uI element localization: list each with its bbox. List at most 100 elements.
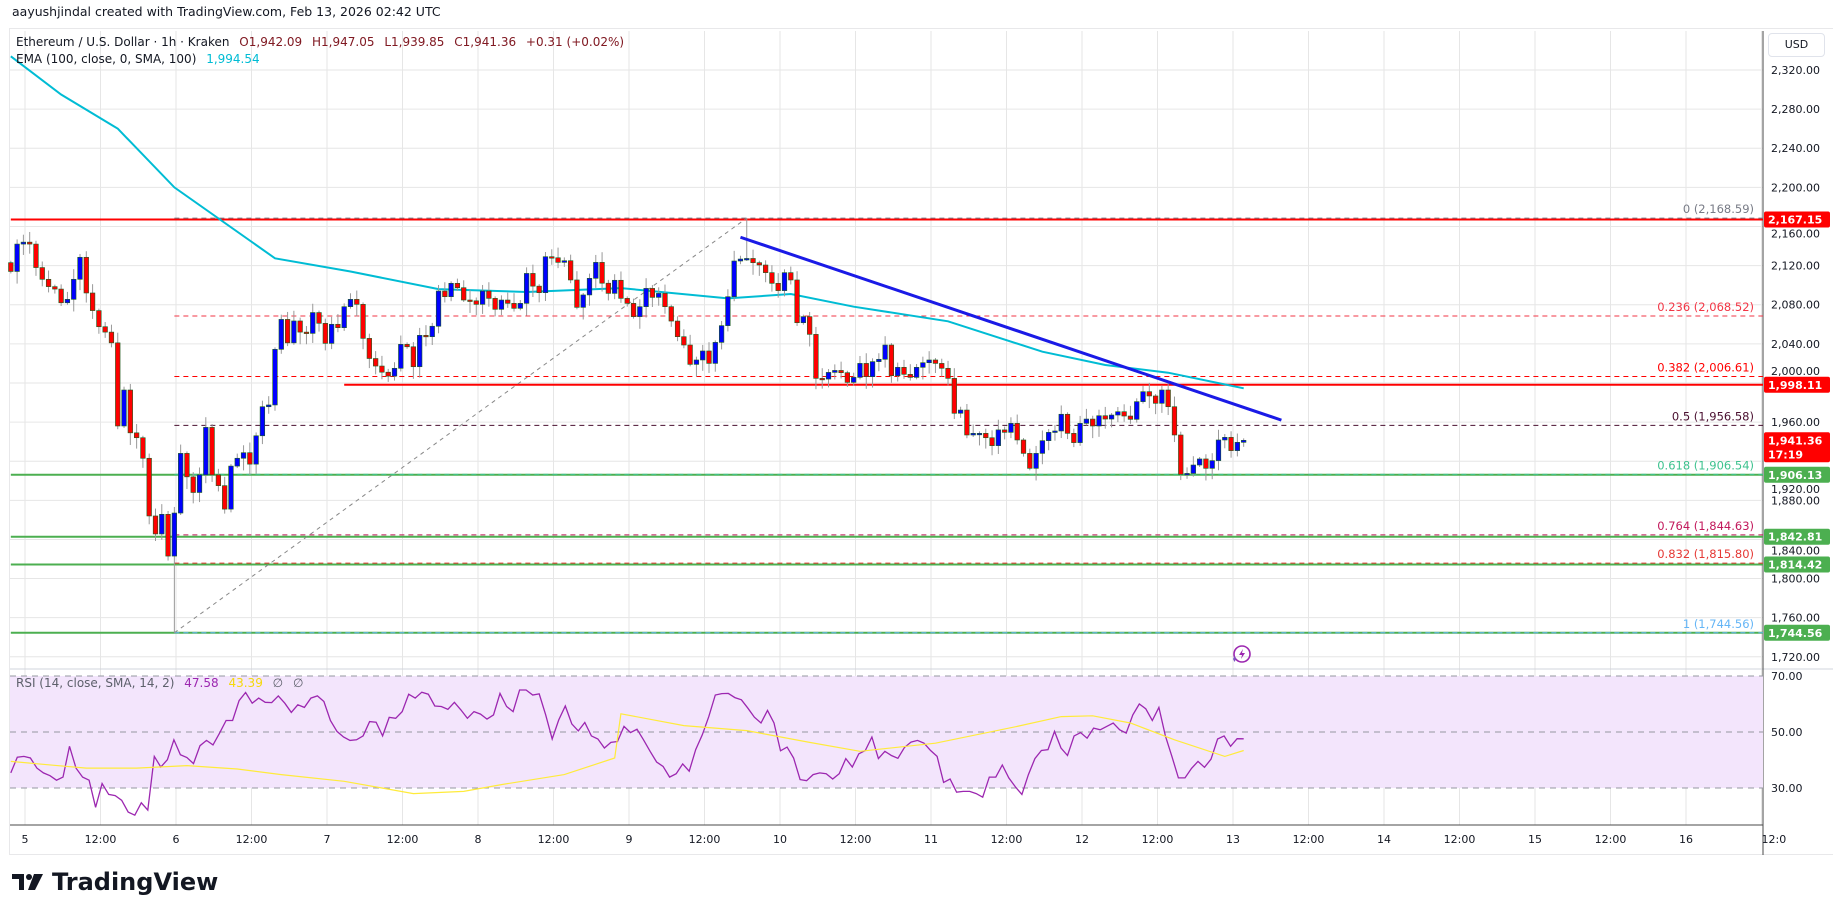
ema-value: 1,994.54 bbox=[206, 52, 260, 66]
candle-down bbox=[215, 474, 221, 486]
candle-down bbox=[379, 365, 385, 373]
candle-up bbox=[725, 296, 731, 326]
price-tick-label: 2,000.00 bbox=[1771, 365, 1820, 378]
candle-down bbox=[756, 262, 762, 266]
fib-level-label: 0.236 (2,068.52) bbox=[1657, 300, 1754, 314]
ema-label: EMA (100, close, 0, SMA, 100) bbox=[16, 52, 197, 66]
price-tick-label: 1,760.00 bbox=[1771, 612, 1820, 625]
symbol-legend[interactable]: Ethereum / U.S. Dollar · 1h · Kraken O1,… bbox=[16, 35, 630, 49]
candle-down bbox=[335, 323, 341, 329]
brand-name: TradingView bbox=[52, 868, 219, 896]
time-tick-label: 12:00 bbox=[1142, 833, 1174, 846]
time-tick-label: 12:00 bbox=[1444, 833, 1476, 846]
candle-up bbox=[882, 344, 888, 360]
candle-down bbox=[807, 316, 813, 335]
candle-down bbox=[813, 334, 819, 379]
time-tick-label: 12:00 bbox=[387, 833, 419, 846]
candle-down bbox=[863, 363, 869, 378]
currency-button[interactable]: USD bbox=[1768, 33, 1825, 57]
candle-down bbox=[39, 267, 45, 280]
rsi-tick-label: 50.00 bbox=[1771, 726, 1803, 739]
candle-up bbox=[995, 429, 1001, 446]
candle-down bbox=[134, 432, 140, 439]
candle-down bbox=[152, 515, 159, 535]
candle-up bbox=[1215, 439, 1222, 461]
rsi-line bbox=[10, 689, 1244, 817]
candle-up bbox=[643, 288, 649, 307]
candle-up bbox=[637, 306, 643, 317]
level-price-box bbox=[1764, 466, 1830, 483]
candle-down bbox=[96, 310, 102, 328]
candle-up bbox=[398, 344, 404, 369]
level-price-box bbox=[1764, 528, 1830, 545]
candle-down bbox=[775, 283, 781, 291]
candle-up bbox=[869, 361, 876, 378]
candle-up bbox=[1108, 414, 1115, 420]
rsi-tick-label: 30.00 bbox=[1771, 782, 1803, 795]
descending-trendline bbox=[739, 235, 1282, 422]
tradingview-logo-icon bbox=[12, 874, 43, 890]
candle-down bbox=[901, 367, 907, 375]
candle-up bbox=[561, 260, 567, 263]
candle-down bbox=[1102, 415, 1108, 420]
level-price-label: 1,814.42 bbox=[1768, 558, 1822, 571]
rsi-legend[interactable]: RSI (14, close, SMA, 14, 2) 47.58 43.39 … bbox=[16, 676, 309, 690]
candle-down bbox=[492, 298, 498, 310]
fib-level-label: 0.5 (1,956.58) bbox=[1672, 409, 1754, 423]
candle-up bbox=[970, 433, 976, 436]
candle-down bbox=[1127, 415, 1134, 420]
price-tick-label: 2,080.00 bbox=[1771, 299, 1820, 312]
lightning-icon[interactable] bbox=[1233, 645, 1251, 663]
time-tick-label: 13 bbox=[1226, 833, 1240, 846]
candle-down bbox=[410, 346, 416, 368]
candle-down bbox=[819, 378, 825, 381]
rsi-extra-1: ∅ bbox=[272, 676, 284, 690]
candle-down bbox=[788, 272, 794, 281]
candle-up bbox=[14, 243, 20, 272]
candle-down bbox=[467, 299, 473, 302]
candle-down bbox=[8, 262, 14, 272]
candle-up bbox=[580, 294, 586, 308]
candle-up bbox=[1077, 423, 1083, 443]
candle-down bbox=[322, 323, 328, 344]
tradingview-logo[interactable]: TradingView bbox=[12, 868, 218, 896]
candle-down bbox=[404, 344, 410, 348]
last-price-countdown: 17:19 bbox=[1768, 448, 1803, 461]
horizontal-lines bbox=[10, 218, 1763, 634]
fib-diagonal bbox=[174, 217, 748, 634]
candle-up bbox=[744, 258, 750, 261]
level-price-label: 1,842.81 bbox=[1768, 531, 1822, 544]
candle-down bbox=[769, 272, 775, 284]
candle-up bbox=[1190, 464, 1196, 474]
candle-up bbox=[310, 312, 316, 334]
candle-up bbox=[958, 409, 964, 414]
candle-down bbox=[83, 256, 89, 294]
candle-up bbox=[700, 350, 706, 361]
ema-100-line bbox=[10, 55, 1244, 390]
candle-down bbox=[360, 304, 366, 339]
level-price-label: 1,744.56 bbox=[1768, 627, 1823, 640]
candle-up bbox=[523, 273, 530, 304]
candle-up bbox=[272, 349, 278, 406]
level-price-label: 2,167.15 bbox=[1768, 213, 1822, 226]
candle-up bbox=[1046, 432, 1052, 441]
candle-down bbox=[473, 300, 479, 305]
candle-down bbox=[794, 279, 800, 324]
candle-up bbox=[737, 258, 744, 262]
candle-up bbox=[895, 367, 901, 377]
fib-level-label: 1 (1,744.56) bbox=[1683, 617, 1754, 631]
symbol-name: Ethereum / U.S. Dollar · 1h · Kraken bbox=[16, 35, 230, 49]
price-tick-label: 1,880.00 bbox=[1771, 494, 1820, 507]
candle-up bbox=[1039, 440, 1045, 454]
trendline[interactable] bbox=[739, 235, 1282, 422]
ema-legend[interactable]: EMA (100, close, 0, SMA, 100) 1,994.54 bbox=[16, 52, 266, 66]
candle-up bbox=[77, 256, 83, 280]
price-tick-label: 1,720.00 bbox=[1771, 651, 1820, 664]
ohlc-open: O1,942.09 bbox=[239, 35, 303, 49]
price-tick-label: 2,240.00 bbox=[1771, 142, 1820, 155]
candle-down bbox=[505, 299, 511, 304]
candle-down bbox=[630, 303, 637, 317]
candle-up bbox=[417, 335, 423, 368]
rsi-background bbox=[10, 676, 1763, 788]
